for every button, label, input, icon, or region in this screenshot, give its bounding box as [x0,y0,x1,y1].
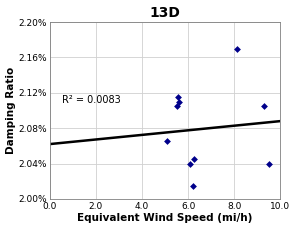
Point [188,162,193,165]
Text: R² = 0.0083: R² = 0.0083 [62,95,121,105]
Point [266,162,271,165]
Title: 13D: 13D [149,5,181,19]
Point [165,140,170,143]
Point [234,47,239,50]
Point [175,95,180,99]
Point [192,157,196,161]
Point [262,104,267,108]
Point [174,104,179,108]
Point [176,100,181,104]
X-axis label: Equivalent Wind Speed (mi/h): Equivalent Wind Speed (mi/h) [77,213,253,224]
Point [190,184,195,188]
Y-axis label: Damping Ratio: Damping Ratio [6,67,16,154]
